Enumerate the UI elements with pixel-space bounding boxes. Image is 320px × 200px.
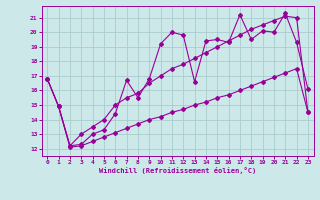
X-axis label: Windchill (Refroidissement éolien,°C): Windchill (Refroidissement éolien,°C) (99, 167, 256, 174)
